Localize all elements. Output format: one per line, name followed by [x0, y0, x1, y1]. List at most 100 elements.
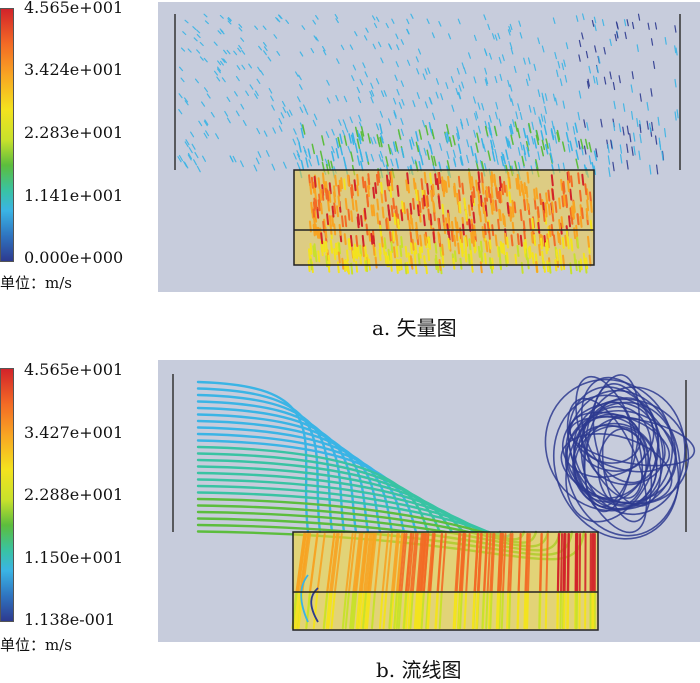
velocity-vector [526, 249, 527, 259]
velocity-vector [459, 190, 460, 200]
velocity-vector [476, 143, 478, 152]
velocity-vector [540, 120, 542, 127]
velocity-vector [491, 140, 493, 149]
velocity-vector [416, 190, 417, 200]
velocity-vector [625, 32, 626, 38]
velocity-vector [345, 216, 346, 226]
velocity-vector [524, 200, 525, 210]
velocity-vector [438, 219, 439, 229]
velocity-vector [377, 175, 378, 185]
velocity-vector [544, 211, 545, 221]
velocity-vector [255, 26, 258, 29]
velocity-vector [633, 23, 634, 29]
velocity-vector [534, 235, 535, 245]
velocity-vector [563, 101, 564, 108]
velocity-vector [183, 32, 186, 35]
velocity-vector [440, 246, 441, 256]
velocity-vector [562, 196, 563, 206]
velocity-vector [227, 50, 230, 53]
velocity-vector [246, 91, 249, 95]
velocity-vector [397, 45, 399, 50]
velocity-vector [481, 196, 482, 206]
velocity-vector [374, 137, 376, 143]
velocity-vector [579, 141, 580, 149]
velocity-vector [475, 35, 477, 40]
velocity-vector [368, 186, 369, 196]
velocity-vector [615, 35, 616, 41]
velocity-vector [650, 165, 651, 174]
velocity-vector [538, 90, 540, 97]
velocity-vector [399, 130, 401, 139]
velocity-vector [492, 204, 493, 214]
velocity-vector [290, 110, 293, 115]
velocity-vector [419, 254, 420, 264]
velocity-vector [675, 80, 676, 87]
velocity-vector [185, 20, 188, 23]
velocity-vector [520, 113, 522, 120]
velocity-vector [344, 179, 345, 189]
streamline [568, 534, 569, 592]
velocity-vector [634, 147, 635, 155]
velocity-vector [443, 205, 444, 215]
panel-streamline: 4.565e+001 3.427e+001 2.288e+001 1.150e+… [0, 360, 700, 682]
velocity-vector [489, 116, 491, 123]
velocity-vector [427, 184, 428, 194]
velocity-vector [548, 191, 549, 201]
velocity-vector [194, 38, 197, 41]
velocity-vector [610, 72, 611, 79]
velocity-vector [532, 122, 534, 129]
caption: b. 流线图 [376, 654, 462, 683]
velocity-vector [504, 182, 505, 192]
velocity-vector [254, 165, 257, 171]
velocity-vector [379, 42, 381, 46]
velocity-vector [528, 258, 529, 268]
velocity-vector [377, 79, 379, 84]
velocity-vector [576, 16, 577, 21]
velocity-vector [627, 144, 628, 152]
velocity-vector [264, 131, 267, 136]
velocity-vector [457, 194, 458, 204]
velocity-vector [555, 53, 557, 59]
velocity-vector [527, 79, 529, 85]
velocity-vector [478, 103, 480, 109]
velocity-vector [393, 199, 394, 209]
velocity-vector [484, 15, 486, 20]
velocity-vector [401, 118, 403, 124]
unit-label: 单位：m/s [0, 634, 72, 655]
velocity-vector [348, 176, 349, 186]
colorbar-tick: 1.138e-001 [24, 612, 115, 628]
velocity-vector [228, 118, 231, 123]
velocity-vector [542, 252, 543, 262]
velocity-vector [455, 218, 456, 228]
velocity-vector [363, 246, 364, 256]
velocity-vector [332, 152, 334, 161]
velocity-vector [227, 97, 230, 101]
velocity-vector [367, 195, 368, 205]
velocity-vector [495, 150, 497, 157]
velocity-vector [574, 202, 575, 212]
velocity-vector [490, 239, 491, 249]
velocity-vector [373, 188, 374, 198]
velocity-vector [342, 216, 343, 226]
velocity-vector [647, 121, 648, 129]
velocity-vector [569, 172, 570, 182]
velocity-vector [482, 173, 483, 183]
velocity-vector [356, 236, 357, 246]
velocity-vector [368, 174, 369, 184]
velocity-vector [586, 258, 587, 268]
colorbar-tick: 4.565e+001 [24, 362, 123, 378]
velocity-vector [547, 261, 548, 271]
velocity-vector [336, 96, 338, 101]
velocity-vector [459, 85, 461, 91]
velocity-vector [338, 186, 339, 196]
velocity-vector [397, 90, 399, 95]
velocity-vector [544, 125, 546, 134]
velocity-vector [575, 123, 577, 132]
velocity-vector [279, 119, 282, 124]
velocity-vector [439, 198, 440, 208]
velocity-vector [322, 136, 324, 145]
velocity-vector [182, 48, 185, 51]
velocity-vector [398, 186, 399, 196]
velocity-vector [458, 243, 459, 253]
velocity-vector [265, 47, 268, 51]
